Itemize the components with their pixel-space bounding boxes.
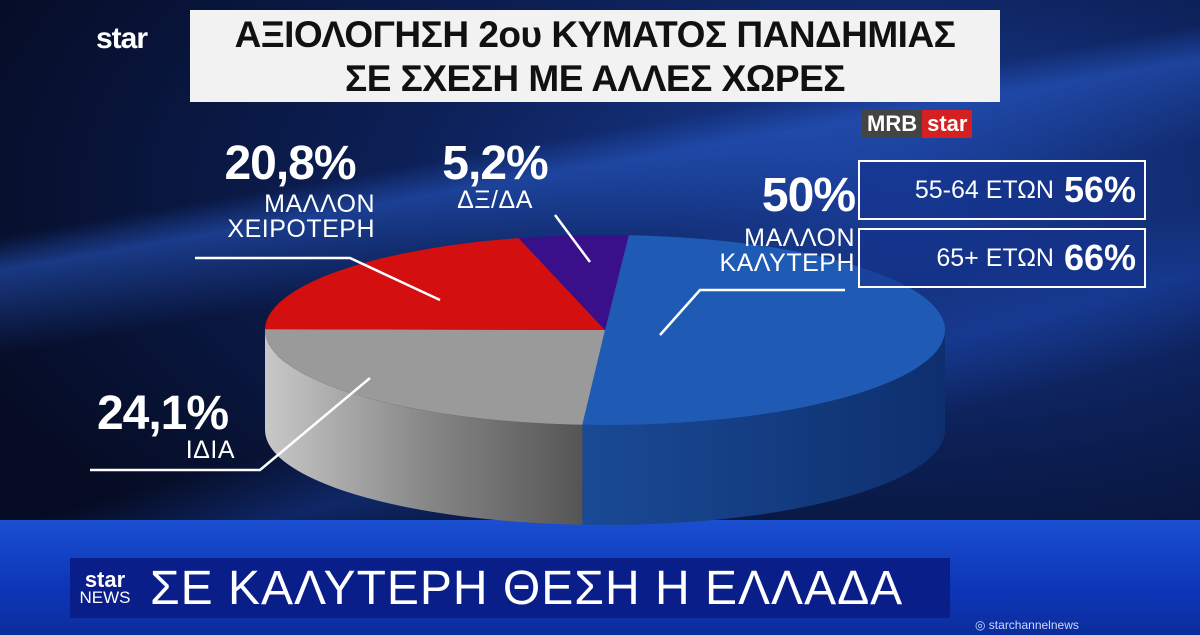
value-better: 50%	[761, 169, 856, 222]
social-handle: ◎ starchannelnews	[975, 618, 1079, 632]
value-worse: 20,8%	[224, 137, 356, 190]
caption-same: ΙΔΙΑ	[185, 436, 235, 464]
age-label: 65+ ΕΤΩΝ	[936, 243, 1054, 272]
age-value: 66%	[1063, 237, 1136, 278]
news-ticker: star NEWS ΣΕ ΚΑΛΥΤΕΡΗ ΘΕΣΗ Η ΕΛΛΑΔΑ	[70, 558, 950, 618]
source-star: star	[922, 110, 973, 138]
label-same: 24,1% ΙΔΙΑ	[80, 390, 245, 463]
age-box-55-64: 55-64 ΕΤΩΝ 56%	[858, 160, 1146, 220]
pie-side-0	[582, 330, 945, 526]
title-line-2: ΣΕ ΣΧΕΣΗ ΜΕ ΑΛΛΕΣ ΧΩΡΕΣ	[345, 58, 845, 99]
age-box-65plus: 65+ ΕΤΩΝ 66%	[858, 228, 1146, 288]
label-better: 50% ΜΑΛΛΟΝ ΚΑΛΥΤΕΡΗ	[715, 169, 856, 277]
title-line-1: ΑΞΙΟΛΟΓΗΣΗ 2ου ΚΥΜΑΤΟΣ ΠΑΝΔΗΜΙΑΣ	[234, 14, 956, 55]
logo-bottom: NEWS	[79, 588, 131, 608]
leader-line-worse	[195, 256, 441, 302]
age-label: 55-64 ΕΤΩΝ	[914, 175, 1054, 204]
age-value: 56%	[1063, 169, 1136, 210]
star-news-logo: star NEWS	[70, 567, 140, 608]
source-badge: MRB star	[862, 110, 973, 138]
pie-side-1	[265, 330, 583, 525]
leader-line-dkna	[553, 214, 592, 263]
logo-top: star	[84, 567, 126, 593]
channel-logo: star	[96, 22, 148, 55]
label-dkna: 5,2% ΔΞ/ΔΑ	[420, 140, 570, 213]
value-same: 24,1%	[96, 387, 229, 440]
pie-slice-3	[518, 235, 629, 330]
label-worse: 20,8% ΜΑΛΛΟΝ ΧΕΙΡΟΤΕΡΗ	[205, 140, 375, 242]
leader-line-same	[90, 377, 371, 472]
caption-worse: ΜΑΛΛΟΝ ΧΕΙΡΟΤΕΡΗ	[227, 190, 375, 243]
headline: ΣΕ ΚΑΛΥΤΕΡΗ ΘΕΣΗ Η ΕΛΛΑΔΑ	[150, 561, 904, 615]
caption-dkna: ΔΞ/ΔΑ	[457, 186, 533, 214]
value-dkna: 5,2%	[442, 137, 548, 190]
pie-slice-2	[265, 238, 605, 330]
caption-better: ΜΑΛΛΟΝ ΚΑΛΥΤΕΡΗ	[719, 224, 855, 277]
leader-line-better	[659, 288, 845, 336]
source-mrb: MRB	[862, 110, 923, 138]
pie-slice-0	[582, 235, 945, 425]
title-box: ΑΞΙΟΛΟΓΗΣΗ 2ου ΚΥΜΑΤΟΣ ΠΑΝΔΗΜΙΑΣ ΣΕ ΣΧΕΣ…	[190, 10, 1000, 102]
pie-slice-1	[264, 329, 605, 425]
